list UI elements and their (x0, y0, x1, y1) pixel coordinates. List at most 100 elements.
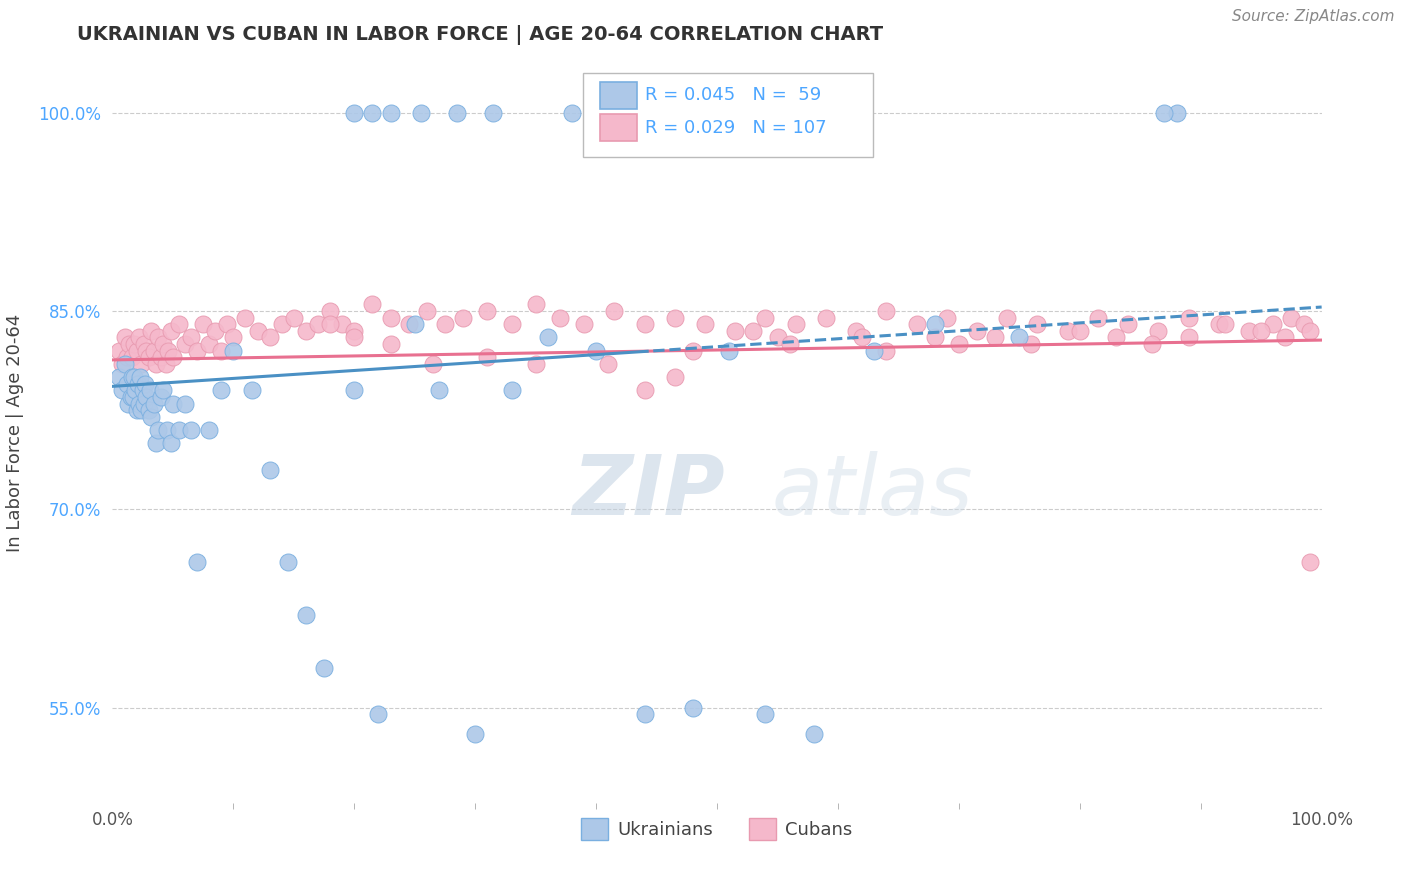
Point (1142, 337, 1164, 351)
Point (1147, 324, 1170, 338)
Point (186, 555, 208, 569)
Point (159, 436, 181, 450)
Point (167, 317, 190, 331)
Point (664, 310, 686, 325)
Point (132, 337, 155, 351)
Point (1105, 330, 1128, 344)
Point (174, 337, 197, 351)
Point (217, 317, 239, 331)
Point (240, 384, 263, 398)
Point (191, 317, 214, 331)
Legend: Ukrainians, Cubans: Ukrainians, Cubans (574, 811, 860, 847)
Point (1177, 310, 1199, 325)
Point (995, 310, 1018, 325)
Point (380, 337, 402, 351)
Point (186, 343, 208, 358)
Point (115, 376, 138, 391)
Point (246, 324, 269, 338)
Point (209, 384, 232, 398)
Point (204, 324, 226, 338)
Point (682, 343, 704, 358)
Point (142, 343, 165, 358)
Point (149, 351, 172, 365)
Point (398, 317, 420, 331)
Point (718, 343, 741, 358)
Text: Source: ZipAtlas.com: Source: ZipAtlas.com (1232, 9, 1395, 24)
Point (111, 384, 134, 398)
Point (1008, 330, 1031, 344)
Point (159, 324, 181, 338)
Point (1237, 324, 1260, 338)
Point (1056, 324, 1078, 338)
Point (117, 396, 139, 410)
Point (155, 357, 177, 371)
Text: R = 0.045   N =  59: R = 0.045 N = 59 (645, 87, 821, 104)
Point (319, 304, 342, 318)
Point (122, 390, 145, 404)
Point (148, 330, 170, 344)
Point (598, 357, 620, 371)
Point (603, 304, 626, 318)
Point (295, 324, 318, 338)
Point (1166, 105, 1188, 120)
Point (283, 310, 305, 325)
Point (270, 317, 292, 331)
Text: R = 0.029   N = 107: R = 0.029 N = 107 (645, 119, 827, 136)
Point (501, 384, 523, 398)
Point (125, 403, 148, 417)
Point (343, 384, 366, 398)
Point (307, 317, 329, 331)
Text: ZIP: ZIP (572, 451, 724, 533)
Point (367, 707, 389, 722)
Point (785, 317, 807, 331)
Point (477, 304, 499, 318)
Point (742, 324, 765, 338)
Point (966, 324, 988, 338)
Point (875, 304, 897, 318)
Point (107, 370, 129, 384)
Point (427, 384, 450, 398)
Point (198, 423, 221, 437)
Point (330, 317, 353, 331)
Point (149, 390, 172, 404)
Point (135, 343, 157, 358)
Point (128, 330, 150, 344)
Point (122, 337, 145, 351)
Point (121, 370, 143, 384)
Point (122, 370, 145, 384)
Point (235, 310, 257, 325)
Point (115, 351, 138, 365)
Point (114, 330, 136, 344)
Point (422, 357, 444, 371)
Point (814, 310, 837, 325)
Y-axis label: In Labor Force | Age 20-64: In Labor Force | Age 20-64 (7, 313, 24, 552)
Point (754, 707, 776, 722)
Point (477, 351, 499, 365)
Point (766, 330, 789, 344)
Point (404, 317, 426, 331)
Point (141, 409, 163, 424)
Point (380, 105, 402, 120)
Point (343, 324, 366, 338)
Point (754, 310, 776, 325)
Point (222, 330, 245, 344)
Point (1116, 317, 1139, 331)
Point (464, 727, 486, 741)
Point (180, 423, 202, 437)
Point (501, 317, 523, 331)
Point (198, 337, 221, 351)
Point (537, 330, 560, 344)
Point (434, 317, 457, 331)
Point (132, 384, 155, 398)
Point (664, 370, 686, 384)
Point (693, 317, 716, 331)
Point (724, 324, 747, 338)
Point (803, 727, 825, 741)
Point (585, 343, 607, 358)
Point (361, 297, 384, 311)
Point (145, 357, 167, 371)
Point (138, 351, 160, 365)
Point (138, 403, 160, 417)
Point (1069, 324, 1091, 338)
Point (1279, 310, 1302, 325)
